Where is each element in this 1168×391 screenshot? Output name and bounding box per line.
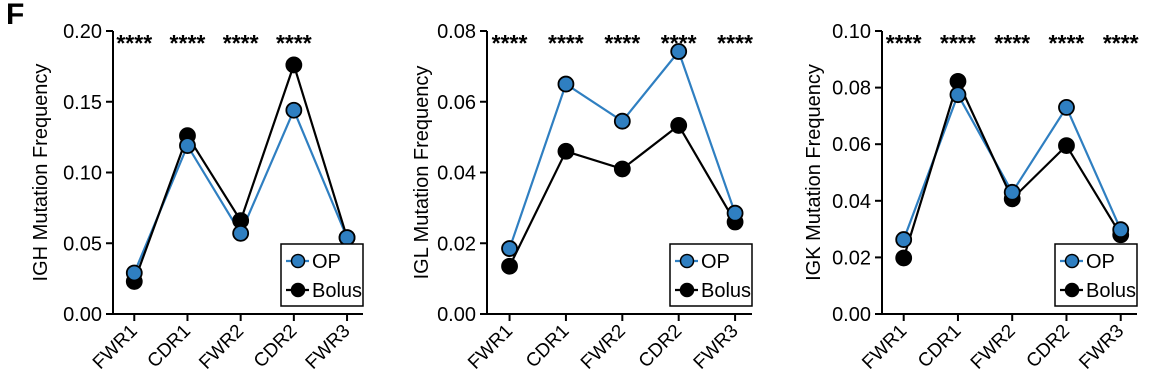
data-point-op [501, 240, 518, 257]
data-point-op [179, 137, 196, 155]
x-tick-label: CDR2 [1023, 321, 1074, 372]
data-point-bolus [895, 249, 913, 267]
y-tick-label: 0.02 [832, 247, 871, 269]
y-tick-label: 0.08 [832, 78, 871, 100]
significance-stars: **** [994, 30, 1030, 56]
significance-stars: **** [548, 30, 584, 56]
significance-stars: **** [717, 30, 753, 56]
legend-label: OP [312, 251, 341, 273]
legend-label: Bolus [1086, 280, 1136, 302]
data-point-op [338, 229, 356, 246]
x-tick-label: CDR2 [250, 321, 301, 372]
x-tick-label: FWR3 [690, 321, 743, 374]
y-tick-label: 0.06 [832, 134, 871, 156]
legend-marker [1064, 282, 1080, 298]
x-tick-label: CDR1 [522, 321, 573, 372]
y-tick-label: 0.10 [63, 163, 102, 185]
x-tick-label: FWR2 [577, 321, 630, 374]
y-tick-label: 0.10 [832, 21, 871, 43]
data-point-bolus [501, 257, 518, 275]
legend-marker [290, 282, 306, 298]
x-tick-label: FWR3 [302, 321, 355, 374]
data-point-op [557, 75, 575, 93]
y-tick-label: 0.15 [63, 92, 102, 114]
data-point-op [232, 224, 250, 242]
data-point-bolus [557, 142, 575, 160]
y-tick-label: 0.08 [437, 21, 476, 43]
y-tick-label: 0.05 [63, 233, 102, 255]
series-line-op [508, 49, 737, 249]
legend-label: OP [701, 251, 730, 273]
data-point-op [1058, 99, 1075, 116]
x-tick-label: FWR2 [195, 321, 248, 374]
y-tick-label: 0.04 [437, 163, 476, 185]
y-tick-label: 0.00 [437, 304, 476, 326]
x-tick-label: FWR1 [89, 321, 142, 374]
legend-marker [290, 253, 306, 269]
significance-stars: **** [223, 30, 259, 56]
x-tick-label: FWR1 [858, 321, 911, 374]
x-tick-label: FWR3 [1075, 321, 1128, 374]
significance-stars: **** [940, 30, 976, 56]
series-line-bolus [902, 78, 1122, 259]
y-tick-label: 0.00 [832, 304, 871, 326]
chart-panel-1: 0.00 0.05 0.10 0.15 0.20 FWR1 CDR1 FWR2 CDR2 FWR3… [30, 21, 364, 374]
significance-stars: **** [276, 30, 312, 56]
significance-stars: **** [116, 30, 152, 56]
data-point-op [613, 112, 631, 130]
data-point-op [285, 101, 303, 119]
data-point-bolus [670, 117, 688, 134]
significance-stars: **** [886, 30, 922, 56]
data-point-op [895, 231, 913, 248]
significance-stars: **** [1103, 30, 1139, 56]
chart-panel-3: 0.00 0.02 0.04 0.06 0.08 0.10 FWR1 CDR1 FWR2 CDR2… [803, 21, 1139, 374]
significance-stars: **** [170, 30, 206, 56]
x-tick-label: CDR2 [635, 321, 686, 372]
y-axis-label: IGL Mutation Frequency [411, 66, 433, 280]
significance-stars: **** [1049, 30, 1085, 56]
data-point-bolus [613, 160, 631, 178]
legend-label: OP [1086, 251, 1115, 273]
y-tick-label: 0.00 [63, 304, 102, 326]
data-point-bolus [1058, 137, 1075, 155]
legend-label: Bolus [701, 280, 751, 302]
y-axis-label: IGK Mutation Frequency [803, 64, 825, 281]
legend-marker [679, 282, 695, 298]
x-tick-label: FWR1 [464, 321, 517, 374]
data-point-op [1003, 183, 1021, 201]
series-line-op [902, 92, 1122, 240]
data-point-op [726, 204, 744, 222]
data-point-bolus [285, 56, 303, 74]
y-tick-label: 0.02 [437, 233, 476, 255]
legend-marker [1064, 253, 1080, 269]
data-point-op [1112, 221, 1130, 239]
legend-label: Bolus [312, 280, 362, 302]
x-tick-label: CDR1 [144, 321, 195, 372]
y-tick-label: 0.06 [437, 92, 476, 114]
y-axis-label: IGH Mutation Frequency [30, 64, 52, 282]
data-point-op [125, 264, 143, 282]
y-tick-label: 0.20 [63, 21, 102, 43]
significance-stars: **** [604, 30, 640, 56]
y-tick-label: 0.04 [832, 191, 871, 213]
significance-stars: **** [492, 30, 528, 56]
panel-label: F [6, 0, 25, 31]
x-tick-label: FWR2 [967, 321, 1020, 374]
x-tick-label: CDR1 [914, 321, 965, 372]
data-point-op [949, 86, 967, 104]
data-point-op [670, 43, 688, 60]
chart-panel-2: 0.00 0.02 0.04 0.06 0.08 FWR1 CDR1 FWR2 CDR2 FWR3… [411, 21, 753, 374]
legend-marker [679, 253, 695, 269]
